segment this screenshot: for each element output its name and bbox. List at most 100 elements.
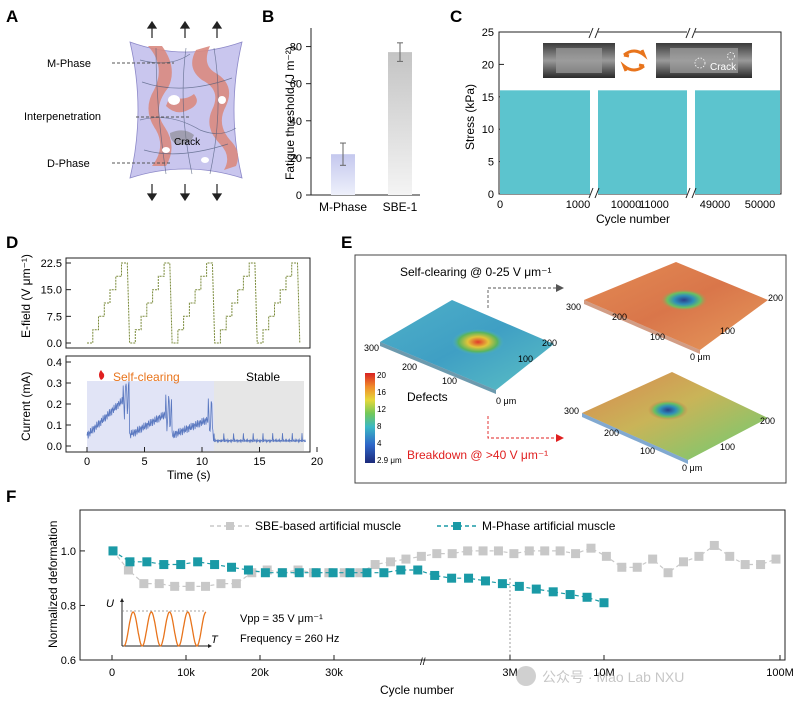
- flow-arrows: [487, 287, 556, 308]
- axis-break-mark: [588, 27, 594, 39]
- panel-f-scatter-chart: Normalized deformation Cycle number SBE-…: [46, 509, 794, 697]
- data-point-sbe: [170, 581, 180, 591]
- x-tick-label: 0: [84, 456, 90, 468]
- tick-100: 100: [650, 332, 665, 342]
- x-tick-label: 10M: [593, 667, 614, 679]
- polymer-network-lines: [139, 47, 237, 175]
- y-tick-label: 0.1: [47, 420, 62, 432]
- data-point-sbe: [478, 546, 488, 556]
- data-point-sbe: [493, 546, 503, 556]
- data-point-sbe: [463, 546, 473, 556]
- y-tick-label: 7.5: [47, 311, 62, 323]
- y-tick-label: 1.0: [61, 546, 76, 558]
- data-point-sbe: [725, 551, 735, 561]
- y-axis-label: Normalized deformation: [46, 521, 60, 648]
- colorbar-ticks: 20 16 12 8 4 2.9 μm: [377, 371, 402, 465]
- x-tick-label: 11000: [639, 199, 669, 211]
- colorbar-tick-label: 8: [377, 422, 382, 431]
- watermark-text: 公众号 · Mao Lab NXU: [542, 669, 684, 685]
- data-point-sbe: [401, 554, 411, 564]
- data-point-mphase: [125, 557, 135, 567]
- void: [218, 96, 226, 104]
- data-point-mphase: [193, 557, 203, 567]
- flame-icon: [99, 370, 105, 380]
- sine-waveform: [123, 611, 207, 647]
- tick-300: 300: [566, 302, 581, 312]
- axis-break-mark: [691, 187, 697, 199]
- category-label: M-Phase: [319, 200, 367, 214]
- y-axis-label: Fatigue threshold (J m⁻²): [283, 46, 297, 180]
- axis-break-gap: [590, 30, 598, 38]
- defects-label: Defects: [407, 390, 448, 404]
- watermark: 公众号 · Mao Lab NXU: [516, 666, 684, 686]
- y-tick-label: 0: [488, 189, 494, 201]
- tick-200: 200: [604, 428, 619, 438]
- sample-strip: [556, 48, 602, 73]
- tick-100: 100: [442, 376, 457, 386]
- axis-break-mark: [588, 187, 594, 199]
- tick-0: 0 μm: [682, 463, 702, 473]
- frequency-annotation: Frequency = 260 Hz: [240, 633, 339, 645]
- data-point-mphase: [430, 570, 440, 580]
- tick-100: 100: [720, 442, 735, 452]
- data-point-mphase: [294, 568, 304, 578]
- data-point-sbe: [154, 579, 164, 589]
- plot-frame: [79, 509, 786, 661]
- data-point-mphase: [362, 568, 372, 578]
- x-tick-label: 3M: [502, 667, 517, 679]
- data-point-mphase: [582, 592, 592, 602]
- y-tick-label: 22.5: [41, 258, 62, 270]
- panel-a-schematic: Crack M-Phase Interpenetration D-Phase: [24, 20, 243, 202]
- x-tick-label: 49000: [700, 199, 731, 211]
- data-point-mphase: [311, 568, 321, 578]
- data-point-mphase: [243, 565, 253, 575]
- panel-e-surface-maps: 20 16 12 8 4 2.9 μm 300 200 100 0 μm 100 200 …: [354, 254, 787, 484]
- y-tick-label: 0.3: [47, 378, 62, 390]
- y-tick-label: 0.4: [47, 357, 62, 369]
- y-tick-label: 0.8: [61, 600, 76, 612]
- arrow-head: [556, 284, 564, 292]
- axis-break-gap: [590, 190, 598, 198]
- bar-sbe-1: [388, 52, 412, 195]
- colorbar-tick-label: 4: [377, 439, 382, 448]
- colorbar-tick-label: 2.9 μm: [377, 456, 402, 465]
- bottom-y-axis-label: Current (mA): [19, 372, 33, 441]
- vpp-annotation: Vpp = 35 V μm⁻¹: [240, 613, 323, 625]
- stress-area-segment: [598, 90, 687, 194]
- inset-crack-label: Crack: [710, 62, 737, 73]
- legend-marker-sbe: [226, 522, 234, 530]
- x-tick-label: 0: [109, 667, 115, 679]
- data-point-mphase: [210, 560, 220, 570]
- breakdown-pit: [648, 400, 688, 420]
- colorbar: [365, 373, 375, 463]
- axis-break-gap: [687, 190, 695, 198]
- data-point-sbe: [339, 568, 349, 578]
- data-point-mphase: [480, 576, 490, 586]
- data-point-mphase: [531, 584, 541, 594]
- data-point-mphase: [345, 568, 355, 578]
- crack-label: Crack: [174, 137, 201, 148]
- legend-sbe-label: SBE-based artificial muscle: [255, 519, 401, 533]
- panel-b-bar-chart: Fatigue threshold (J m⁻²) 0 20 40 60 80 M-Pha…: [283, 28, 420, 214]
- data-point-mphase: [464, 573, 474, 583]
- colorbar-tick-label: 20: [377, 371, 386, 380]
- x-axis-label: Time (s): [167, 468, 211, 482]
- u-label: U: [106, 598, 114, 610]
- data-point-sbe: [509, 549, 519, 559]
- data-point-mphase: [497, 579, 507, 589]
- data-point-sbe: [447, 549, 457, 559]
- panel-frame: [354, 254, 787, 484]
- void: [201, 157, 209, 163]
- label-m-phase: M-Phase: [47, 58, 91, 70]
- swap-arrow-icon: [620, 61, 645, 72]
- stable-label: Stable: [246, 370, 280, 384]
- y-tick-label: 20: [482, 59, 494, 71]
- data-point-mphase: [108, 546, 118, 556]
- data-point-sbe: [432, 549, 442, 559]
- top-plot-frame: [65, 257, 311, 349]
- x-axis-label: Cycle number: [380, 683, 454, 697]
- y-tick-label: 0.0: [47, 441, 62, 453]
- data-point-mphase: [277, 568, 287, 578]
- x-tick-label: 100M: [766, 667, 794, 679]
